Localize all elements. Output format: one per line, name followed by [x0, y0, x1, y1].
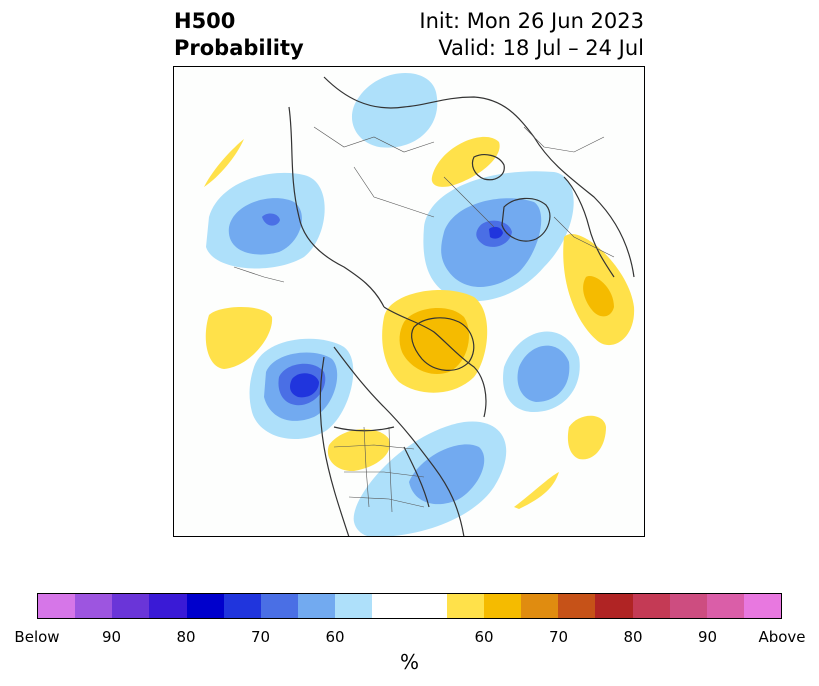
colorbar-swatch — [558, 594, 596, 618]
colorbar-tick-label: 60 — [325, 628, 345, 646]
colorbar-swatch — [186, 594, 224, 618]
above-region-pacific-north — [204, 139, 273, 369]
colorbar-tick-label: 80 — [623, 628, 643, 646]
colorbar-tick-label: Below — [14, 628, 60, 646]
colorbar-swatch — [409, 594, 447, 618]
above-region-western-us — [327, 429, 390, 472]
colorbar-swatch — [372, 594, 410, 618]
colorbar-swatch — [595, 594, 633, 618]
colorbar-tick-label: 80 — [176, 628, 196, 646]
colorbar-swatch — [632, 594, 670, 618]
title-left: H500 Probability — [174, 8, 304, 62]
above-region-arctic — [382, 289, 488, 393]
colorbar-tick-label: 90 — [697, 628, 718, 646]
colorbar-swatch — [75, 594, 113, 618]
colorbar-swatch — [669, 594, 707, 618]
colorbar-swatch — [483, 594, 522, 618]
colorbar-swatch — [149, 594, 187, 618]
colorbar-tick-label: 70 — [250, 628, 271, 646]
colorbar-unit: % — [399, 650, 419, 674]
colorbar-swatch — [521, 594, 559, 618]
above-region-siberia — [431, 136, 500, 187]
coastlines — [288, 76, 635, 536]
colorbar-swatch — [112, 594, 150, 618]
colorbar-swatch — [743, 594, 782, 618]
colorbar-swatch — [706, 594, 744, 618]
map-panel — [173, 66, 645, 537]
title-variable: H500 — [174, 9, 236, 33]
below-region-europe — [423, 171, 574, 302]
colorbar-swatch — [335, 594, 373, 618]
init-date: Init: Mon 26 Jun 2023 — [419, 9, 644, 33]
colorbar-tick-label: Above — [758, 628, 806, 646]
above-region-atlantic-south — [514, 415, 606, 509]
polar-map — [204, 73, 635, 536]
colorbar-swatch — [223, 594, 261, 618]
colorbar-tick-label: 90 — [101, 628, 122, 646]
below-region-atlantic — [503, 331, 580, 412]
below-region-alaska — [249, 338, 354, 440]
valid-range: Valid: 18 Jul – 24 Jul — [438, 36, 644, 60]
colorbar-labels: Below 90 80 70 60 60 70 80 90 Above — [0, 628, 819, 646]
below-region-west-pacific — [206, 172, 325, 269]
colorbar-swatch — [446, 594, 484, 618]
colorbar-tick-label: 60 — [474, 628, 494, 646]
above-region-europe-east — [563, 234, 635, 346]
colorbar-swatch — [298, 594, 336, 618]
title-product: Probability — [174, 36, 304, 60]
political-borders — [233, 126, 615, 513]
title-right: Init: Mon 26 Jun 2023 Valid: 18 Jul – 24… — [419, 8, 644, 62]
colorbar-swatch — [260, 594, 299, 618]
colorbar — [37, 593, 782, 619]
colorbar-swatch — [38, 594, 76, 618]
below-region-north-siberia — [351, 73, 438, 148]
colorbar-tick-label: 70 — [548, 628, 569, 646]
